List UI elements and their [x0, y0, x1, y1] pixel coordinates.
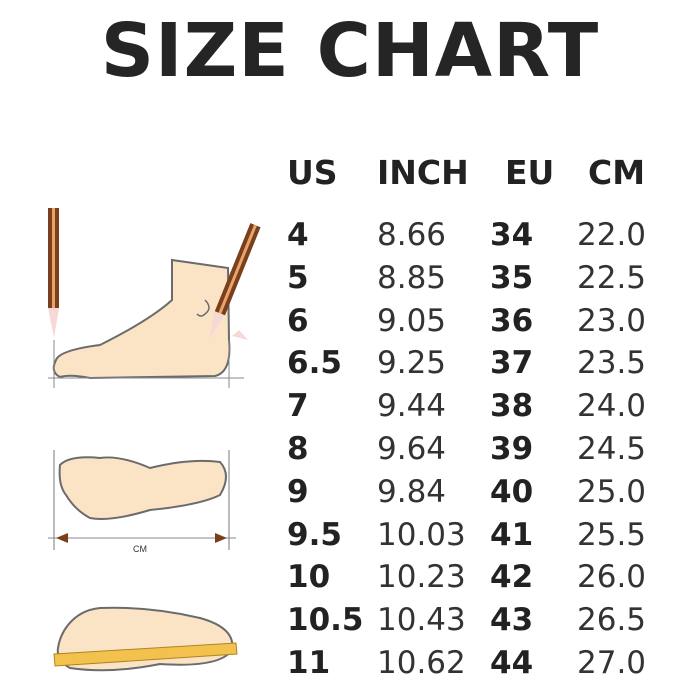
- table-cell: 26.5: [577, 602, 647, 639]
- table-cell: 34: [490, 217, 534, 253]
- table-cell: 23.0: [577, 302, 647, 339]
- table-cell: 44: [490, 645, 534, 681]
- measure-label: CM: [133, 544, 147, 554]
- top-foot-drawing: CM: [48, 450, 236, 554]
- table-cell: 9.84: [377, 473, 447, 510]
- side-foot-drawing: [48, 208, 261, 388]
- column-header: US: [287, 153, 338, 192]
- table-cell: 10.62: [377, 645, 466, 681]
- table-cell: 9.05: [377, 302, 447, 339]
- column-header: EU: [505, 153, 555, 192]
- table-cell: 8: [287, 431, 309, 467]
- table-cell: 25.0: [577, 473, 647, 510]
- table-cell: 11: [287, 645, 331, 681]
- table-cell: 6: [287, 302, 309, 339]
- table-cell: 43: [490, 602, 534, 639]
- table-cell: 24.5: [577, 431, 647, 467]
- page-title: SIZE CHART: [100, 8, 600, 94]
- table-cell: 10: [287, 559, 331, 596]
- table-cell: 9: [287, 473, 309, 510]
- table-cell: 10.43: [377, 602, 466, 639]
- table-cell: 42: [490, 559, 534, 596]
- column-header: INCH: [377, 153, 469, 192]
- table-cell: 10.23: [377, 559, 466, 596]
- table-cell: 10.03: [377, 516, 466, 553]
- table-cell: 22.0: [577, 217, 647, 253]
- ruler: [53, 642, 238, 667]
- table-cell: 9.64: [377, 431, 447, 467]
- table-cell: 41: [490, 516, 534, 553]
- table-cell: 22.5: [577, 259, 647, 296]
- table-cell: 35: [490, 259, 534, 296]
- table-cell: 36: [490, 302, 534, 339]
- table-cell: 9.5: [287, 516, 342, 553]
- table-cell: 24.0: [577, 388, 647, 425]
- table-cell: 8.66: [377, 217, 447, 253]
- table-cell: 9.25: [377, 345, 447, 382]
- table-cell: 5: [287, 259, 309, 296]
- table-cell: 38: [490, 388, 534, 425]
- table-cell: 7: [287, 388, 309, 425]
- table-cell: 39: [490, 431, 534, 467]
- table-cell: 9.44: [377, 388, 447, 425]
- table-cell: 25.5: [577, 516, 647, 553]
- column-header: CM: [588, 153, 646, 192]
- table-cell: 40: [490, 473, 534, 510]
- table-cell: 26.0: [577, 559, 647, 596]
- table-cell: 10.5: [287, 602, 364, 639]
- table-cell: 6.5: [287, 345, 342, 382]
- table-cell: 23.5: [577, 345, 647, 382]
- table-cell: 27.0: [577, 645, 647, 681]
- table-cell: 8.85: [377, 259, 447, 296]
- table-cell: 4: [287, 217, 309, 253]
- foot-with-ruler-drawing: [53, 606, 238, 672]
- table-cell: 37: [490, 345, 534, 382]
